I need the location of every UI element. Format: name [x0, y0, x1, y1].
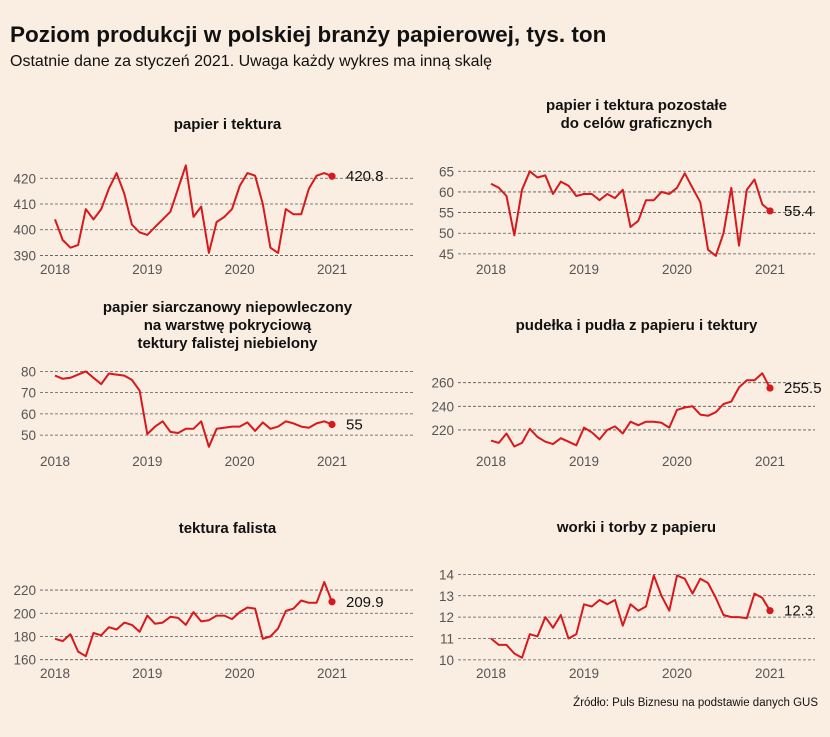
chart-5-x-tick-label: 2021	[317, 666, 347, 681]
chart-1-y-tick-label: 400	[13, 223, 36, 238]
chart-5-last-value-label: 209.9	[346, 594, 384, 611]
chart-1-last-value-label: 420.8	[346, 168, 384, 185]
chart-4-title: pudełka i pudła z papieru i tektury	[516, 317, 758, 334]
chart-5-y-tick-label: 180	[13, 629, 36, 644]
page-subtitle: Ostatnie dane za styczeń 2021. Uwaga każ…	[10, 53, 493, 70]
chart-1-y-tick-label: 420	[13, 171, 36, 186]
chart-6-y-tick-label: 13	[439, 589, 454, 604]
chart-2-y-tick-label: 55	[439, 206, 454, 221]
chart-4-x-tick-label: 2020	[662, 454, 692, 469]
chart-4-series-line	[490, 372, 771, 448]
chart-5-x-tick-label: 2019	[132, 666, 162, 681]
chart-2-y-tick-label: 50	[439, 226, 454, 241]
chart-5-y-tick-label: 160	[13, 653, 36, 668]
chart-2-y-tick-label: 65	[439, 164, 454, 179]
chart-5-series-line	[54, 581, 333, 658]
chart-6-last-point	[766, 607, 774, 615]
chart-6-x-tick-label: 2021	[755, 666, 785, 681]
chart-2-x-tick-label: 2021	[755, 262, 785, 277]
chart-3-x-tick-label: 2019	[132, 454, 162, 469]
chart-1-last-point	[328, 172, 336, 180]
chart-6-y-tick-label: 14	[439, 567, 455, 582]
chart-3-x-tick-label: 2021	[317, 454, 347, 469]
chart-3-x-tick-label: 2018	[40, 454, 70, 469]
chart-1-x-tick-label: 2021	[317, 262, 347, 277]
chart-4-x-tick-label: 2018	[476, 454, 506, 469]
chart-3-last-value-label: 55	[346, 417, 363, 434]
chart-3-last-point	[328, 420, 336, 429]
chart-3-y-tick-label: 70	[21, 386, 36, 401]
chart-1-x-tick-label: 2019	[132, 262, 162, 277]
chart-2-x-tick-label: 2020	[662, 262, 692, 277]
chart-6-x-tick-label: 2020	[662, 666, 692, 681]
chart-2-x-tick-label: 2019	[569, 262, 599, 277]
chart-4-y-tick-label: 240	[431, 399, 454, 414]
chart-3-y-tick-label: 60	[21, 407, 36, 422]
chart-3-y-tick-label: 50	[21, 428, 36, 443]
chart-3-series-line	[54, 370, 333, 448]
chart-2-last-value-label: 55.4	[784, 203, 813, 220]
chart-1-y-tick-label: 390	[13, 248, 36, 263]
chart-3-y-tick-label: 80	[21, 364, 36, 379]
chart-2-last-point	[766, 207, 774, 215]
chart-4-x-tick-label: 2019	[569, 454, 599, 469]
source-note: Źródło: Puls Biznesu na podstawie danych…	[573, 697, 818, 709]
chart-4-y-tick-label: 220	[431, 423, 454, 438]
chart-5-last-point	[328, 598, 336, 606]
chart-2-y-tick-label: 45	[439, 247, 454, 262]
chart-3-x-tick-label: 2020	[225, 454, 255, 469]
chart-4-y-tick-label: 260	[431, 376, 454, 391]
page-title: Poziom produkcji w polskiej branży papie…	[10, 22, 607, 47]
chart-4-last-point	[766, 384, 774, 392]
chart-6-y-tick-label: 10	[439, 653, 454, 668]
chart-2-x-tick-label: 2018	[476, 262, 506, 277]
chart-1-series-line	[54, 164, 333, 254]
chart-2-series-line	[490, 170, 771, 257]
chart-3-title: papier siarczanowy niepowleczony na warst…	[103, 299, 353, 352]
chart-1-y-tick-label: 410	[13, 197, 36, 212]
chart-5-y-tick-label: 220	[13, 583, 36, 598]
chart-6-last-value-label: 12.3	[784, 603, 813, 620]
chart-1-title: papier i tektura	[174, 116, 282, 133]
chart-5-x-tick-label: 2020	[225, 666, 255, 681]
chart-6-x-tick-label: 2019	[569, 666, 599, 681]
chart-5-title: tektura falista	[179, 520, 277, 537]
chart-1-x-tick-label: 2020	[225, 262, 255, 277]
chart-4-last-value-label: 255.5	[784, 380, 822, 397]
chart-6-series-line	[490, 574, 771, 659]
chart-5-y-tick-label: 200	[13, 606, 36, 621]
chart-5-x-tick-label: 2018	[40, 666, 70, 681]
chart-6-y-tick-label: 12	[439, 610, 454, 625]
chart-2-y-tick-label: 60	[439, 185, 454, 200]
chart-1-x-tick-label: 2018	[40, 262, 70, 277]
chart-2-title: papier i tektura pozostałe do celów grafi…	[546, 97, 727, 132]
chart-6-title: worki i torby z papieru	[556, 519, 716, 536]
chart-6-y-tick-label: 11	[440, 632, 454, 647]
chart-6-x-tick-label: 2018	[476, 666, 506, 681]
chart-4-x-tick-label: 2021	[755, 454, 785, 469]
